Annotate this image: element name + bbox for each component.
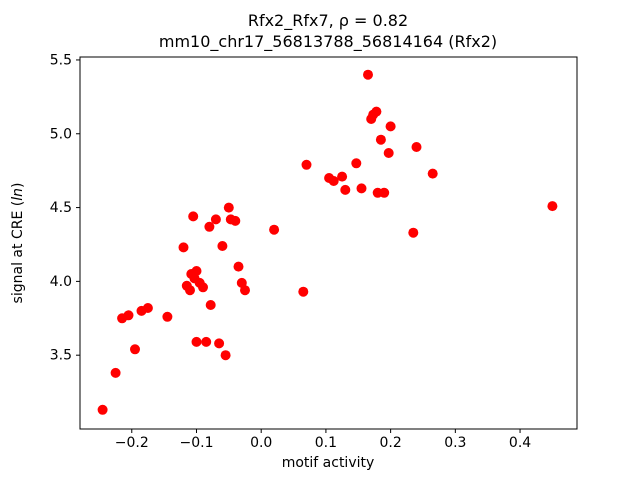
data-point <box>123 310 134 321</box>
y-axis-label-prefix: signal at CRE ( <box>10 201 26 304</box>
x-tick-label: 0.2 <box>379 435 401 451</box>
data-point <box>383 148 394 158</box>
data-point <box>188 211 199 222</box>
data-point <box>162 311 173 322</box>
x-tick-label: 0.4 <box>509 435 531 451</box>
y-axis-label-suffix: ) <box>10 183 26 188</box>
data-point <box>547 201 558 212</box>
y-axis-label-italic: ln <box>10 188 26 201</box>
data-points <box>97 69 558 415</box>
data-point <box>201 336 212 347</box>
data-point <box>191 336 202 347</box>
y-tick-label: 5.0 <box>50 126 72 142</box>
axes-frame <box>79 56 578 430</box>
data-point <box>371 106 382 117</box>
data-point <box>351 158 362 169</box>
data-point <box>142 303 153 313</box>
data-point <box>230 215 241 226</box>
data-point <box>427 168 438 179</box>
plot-area <box>80 57 577 429</box>
data-point <box>220 350 231 361</box>
x-tick-label: −0.2 <box>115 435 149 451</box>
data-point <box>337 171 348 182</box>
y-tick-label: 4.5 <box>50 200 72 216</box>
data-point <box>356 183 367 194</box>
data-point <box>191 266 202 276</box>
data-point <box>379 187 390 198</box>
chart-title-line2: mm10_chr17_56813788_56814164 (Rfx2) <box>159 32 497 52</box>
x-tick-label: 0.1 <box>315 435 337 451</box>
data-point <box>110 367 121 378</box>
data-point <box>385 121 396 132</box>
chart-title-line1: Rfx2_Rfx7, ρ = 0.82 <box>248 11 408 31</box>
data-point <box>301 159 312 170</box>
y-tick-label: 3.5 <box>50 348 72 364</box>
data-point <box>204 221 215 232</box>
data-point <box>233 261 244 272</box>
y-axis-label: signal at CRE (ln) <box>10 183 26 304</box>
data-point <box>178 242 189 253</box>
data-point <box>298 286 309 297</box>
data-point <box>375 134 386 145</box>
data-point <box>411 142 422 152</box>
data-point <box>210 214 221 225</box>
data-point <box>185 285 195 296</box>
x-tick-label: 0.3 <box>444 435 466 451</box>
x-axis-label: motif activity <box>282 455 375 471</box>
data-point <box>198 282 208 293</box>
data-point <box>240 285 250 296</box>
data-point <box>340 184 351 195</box>
data-point <box>328 176 339 186</box>
data-point <box>217 241 228 251</box>
data-point <box>363 69 373 80</box>
data-point <box>214 338 225 349</box>
y-tick-label: 5.5 <box>50 52 72 68</box>
x-tick-label: −0.1 <box>179 435 213 451</box>
data-point <box>269 224 280 235</box>
x-tick-label: 0.0 <box>250 435 272 451</box>
y-tick-label: 4.0 <box>50 274 72 290</box>
axis-ticks: −0.2 −0.1 0.0 0.1 0.2 0.3 0.4 3.5 4.0 4.5 5.0 5.5 <box>50 52 532 451</box>
data-point <box>97 404 108 415</box>
data-point <box>223 202 234 213</box>
data-point <box>408 227 419 238</box>
data-point <box>205 300 216 310</box>
data-point <box>130 344 140 355</box>
